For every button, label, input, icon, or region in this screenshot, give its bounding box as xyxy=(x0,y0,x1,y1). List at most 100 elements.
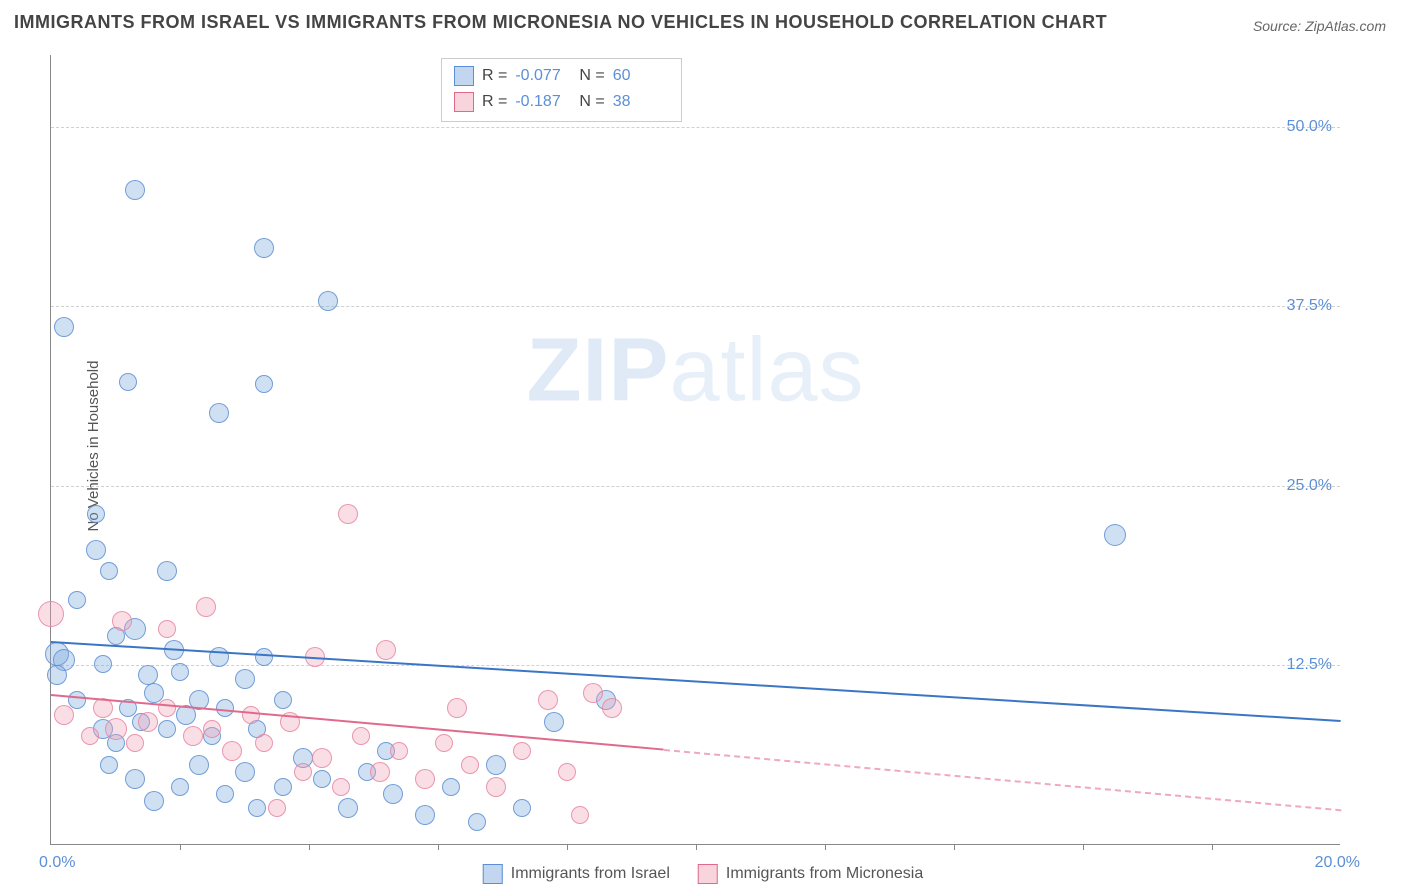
data-point-blue xyxy=(157,561,177,581)
data-point-blue xyxy=(544,712,564,732)
data-point-pink xyxy=(158,699,176,717)
gridline xyxy=(51,665,1340,666)
x-tick-mark xyxy=(954,844,955,850)
gridline xyxy=(51,306,1340,307)
gridline xyxy=(51,127,1340,128)
data-point-pink xyxy=(332,778,350,796)
r-label: R = xyxy=(482,93,507,111)
n-label: N = xyxy=(579,67,604,85)
data-point-blue xyxy=(87,505,105,523)
data-point-pink xyxy=(486,777,506,797)
source-label: Source: ZipAtlas.com xyxy=(1253,18,1386,34)
x-tick-mark xyxy=(825,844,826,850)
r-value-blue: -0.077 xyxy=(515,67,571,85)
stats-legend: R = -0.077 N = 60 R = -0.187 N = 38 xyxy=(441,58,682,122)
series-legend: Immigrants from Israel Immigrants from M… xyxy=(483,864,924,884)
data-point-blue xyxy=(216,785,234,803)
data-point-pink xyxy=(435,734,453,752)
legend-label-pink: Immigrants from Micronesia xyxy=(726,865,923,883)
data-point-pink xyxy=(105,718,127,740)
data-point-blue xyxy=(248,799,266,817)
data-point-pink xyxy=(158,620,176,638)
data-point-pink xyxy=(352,727,370,745)
data-point-pink xyxy=(583,683,603,703)
x-tick-mark xyxy=(438,844,439,850)
swatch-pink-icon xyxy=(698,864,718,884)
data-point-pink xyxy=(538,690,558,710)
data-point-pink xyxy=(312,748,332,768)
trend-line xyxy=(664,749,1341,811)
data-point-blue xyxy=(255,375,273,393)
data-point-blue xyxy=(383,784,403,804)
data-point-blue xyxy=(125,180,145,200)
data-point-pink xyxy=(222,741,242,761)
plot-area: ZIPatlas R = -0.077 N = 60 R = -0.187 N … xyxy=(50,55,1340,845)
data-point-pink xyxy=(112,611,132,631)
swatch-blue-icon xyxy=(483,864,503,884)
y-tick-label: 12.5% xyxy=(1287,656,1332,674)
legend-label-blue: Immigrants from Israel xyxy=(511,865,670,883)
data-point-blue xyxy=(144,791,164,811)
data-point-pink xyxy=(513,742,531,760)
x-tick-mark xyxy=(1083,844,1084,850)
data-point-pink xyxy=(294,763,312,781)
x-tick-left: 0.0% xyxy=(39,854,75,872)
data-point-blue xyxy=(274,778,292,796)
data-point-pink xyxy=(38,601,64,627)
data-point-pink xyxy=(338,504,358,524)
n-label: N = xyxy=(579,93,604,111)
data-point-blue xyxy=(486,755,506,775)
data-point-blue xyxy=(216,699,234,717)
data-point-pink xyxy=(602,698,622,718)
data-point-blue xyxy=(254,238,274,258)
swatch-pink-icon xyxy=(454,92,474,112)
data-point-blue xyxy=(94,655,112,673)
data-point-blue xyxy=(513,799,531,817)
data-point-blue xyxy=(171,663,189,681)
data-point-pink xyxy=(558,763,576,781)
data-point-blue xyxy=(318,291,338,311)
data-point-blue xyxy=(274,691,292,709)
stats-row-blue: R = -0.077 N = 60 xyxy=(454,63,669,89)
watermark-rest: atlas xyxy=(669,320,864,420)
data-point-pink xyxy=(461,756,479,774)
data-point-blue xyxy=(54,317,74,337)
watermark: ZIPatlas xyxy=(526,319,864,422)
r-value-pink: -0.187 xyxy=(515,93,571,111)
data-point-blue xyxy=(138,665,158,685)
y-tick-label: 37.5% xyxy=(1287,297,1332,315)
data-point-pink xyxy=(571,806,589,824)
gridline xyxy=(51,486,1340,487)
data-point-pink xyxy=(390,742,408,760)
data-point-blue xyxy=(86,540,106,560)
data-point-blue xyxy=(235,669,255,689)
n-value-pink: 38 xyxy=(613,93,669,111)
data-point-blue xyxy=(442,778,460,796)
data-point-pink xyxy=(183,726,203,746)
data-point-blue xyxy=(171,778,189,796)
data-point-pink xyxy=(242,706,260,724)
legend-item-pink: Immigrants from Micronesia xyxy=(698,864,923,884)
data-point-pink xyxy=(203,720,221,738)
y-tick-label: 50.0% xyxy=(1287,118,1332,136)
data-point-blue xyxy=(158,720,176,738)
data-point-blue xyxy=(468,813,486,831)
x-tick-mark xyxy=(696,844,697,850)
data-point-blue xyxy=(1104,524,1126,546)
data-point-pink xyxy=(268,799,286,817)
legend-item-blue: Immigrants from Israel xyxy=(483,864,670,884)
x-tick-right: 20.0% xyxy=(1315,854,1360,872)
r-label: R = xyxy=(482,67,507,85)
chart-title: IMMIGRANTS FROM ISRAEL VS IMMIGRANTS FRO… xyxy=(14,12,1107,33)
x-tick-mark xyxy=(309,844,310,850)
data-point-blue xyxy=(338,798,358,818)
swatch-blue-icon xyxy=(454,66,474,86)
stats-row-pink: R = -0.187 N = 38 xyxy=(454,89,669,115)
data-point-blue xyxy=(235,762,255,782)
data-point-pink xyxy=(370,762,390,782)
x-tick-mark xyxy=(1212,844,1213,850)
data-point-blue xyxy=(255,648,273,666)
data-point-blue xyxy=(47,665,67,685)
data-point-blue xyxy=(189,755,209,775)
data-point-pink xyxy=(255,734,273,752)
